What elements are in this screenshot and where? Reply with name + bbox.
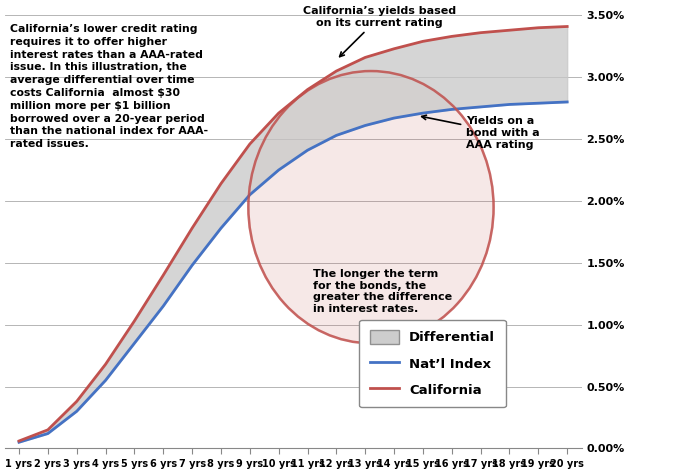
Ellipse shape [248,71,494,343]
Text: Yields on a
bond with a
AAA rating: Yields on a bond with a AAA rating [422,115,540,149]
Text: California’s yields based
on its current rating: California’s yields based on its current… [303,6,456,57]
Legend: Differential, Nat’l Index, California: Differential, Nat’l Index, California [359,320,506,407]
Text: The longer the term
for the bonds, the
greater the difference
in interest rates.: The longer the term for the bonds, the g… [313,269,452,314]
Text: California’s lower credit rating
requires it to offer higher
interest rates than: California’s lower credit rating require… [10,24,209,149]
